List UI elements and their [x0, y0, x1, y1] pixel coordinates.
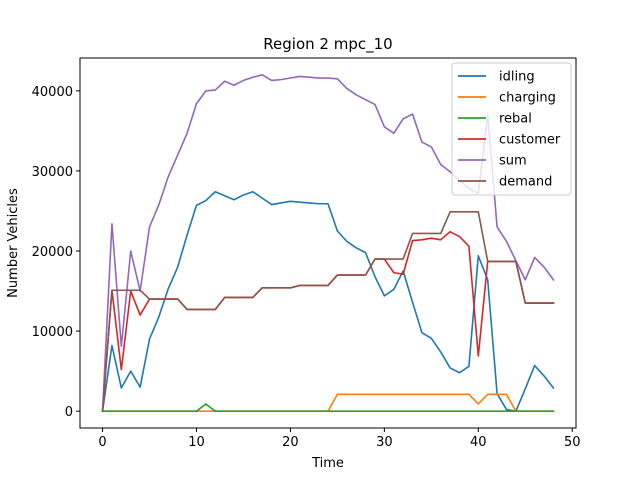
y-tick-label: 20000 — [32, 245, 73, 260]
y-tick-label: 30000 — [32, 165, 73, 180]
x-axis: 0 10 20 30 40 50 — [98, 428, 581, 450]
legend-item-sum: sum — [458, 154, 527, 169]
legend-item-charging: charging — [458, 91, 556, 106]
legend-item-idling: idling — [458, 70, 535, 85]
series-line-idling — [101, 190, 555, 413]
legend: idling charging rebal customer sum demand — [451, 62, 572, 196]
legend-label: idling — [499, 70, 535, 85]
plot-area — [101, 74, 555, 413]
y-axis: 0 10000 20000 30000 40000 — [32, 85, 80, 420]
series-line-demand — [101, 210, 555, 413]
legend-box — [451, 62, 572, 196]
x-tick-label: 10 — [188, 435, 205, 450]
x-tick-label: 20 — [282, 435, 299, 450]
series-line-rebal — [101, 403, 555, 412]
legend-item-demand: demand — [458, 175, 552, 190]
y-axis-label: Number Vehicles — [6, 188, 21, 298]
x-tick-label: 50 — [564, 435, 581, 450]
x-tick-label: 40 — [470, 435, 487, 450]
x-axis-label: Time — [311, 456, 344, 471]
legend-label: sum — [499, 154, 527, 169]
y-tick-label: 40000 — [32, 85, 73, 100]
legend-label: rebal — [499, 112, 532, 127]
legend-item-customer: customer — [458, 133, 561, 148]
axes-frame — [79, 57, 577, 429]
legend-item-rebal: rebal — [458, 112, 532, 127]
legend-label: customer — [499, 133, 561, 148]
chart-title: Region 2 mpc_10 — [263, 35, 392, 54]
x-tick-label: 30 — [376, 435, 393, 450]
x-tick-label: 0 — [98, 435, 106, 450]
y-tick-label: 0 — [65, 405, 73, 420]
legend-label: demand — [499, 175, 552, 190]
y-tick-label: 10000 — [32, 325, 73, 340]
legend-label: charging — [499, 91, 556, 106]
